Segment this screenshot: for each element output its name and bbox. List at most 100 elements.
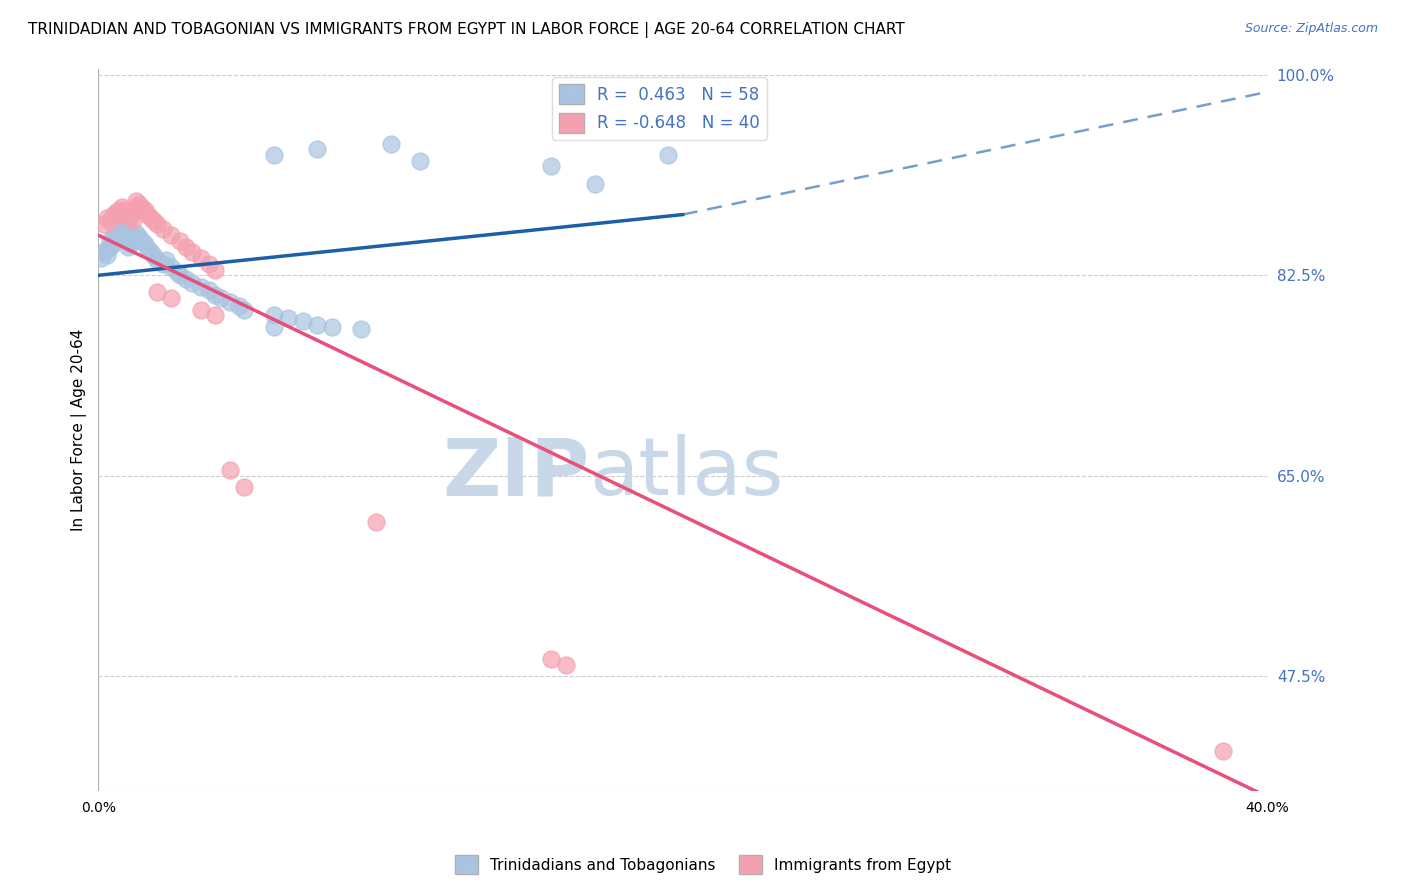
Point bbox=[307, 318, 329, 332]
Point bbox=[111, 227, 134, 241]
Point bbox=[111, 200, 134, 214]
Point bbox=[152, 222, 174, 236]
Point bbox=[180, 277, 202, 291]
Point bbox=[190, 251, 212, 265]
Point bbox=[134, 202, 156, 217]
Point bbox=[350, 322, 373, 336]
Point bbox=[101, 208, 124, 222]
Point bbox=[321, 319, 343, 334]
Point bbox=[128, 197, 150, 211]
Legend: R =  0.463   N = 58, R = -0.648   N = 40: R = 0.463 N = 58, R = -0.648 N = 40 bbox=[553, 78, 766, 140]
Point bbox=[136, 242, 159, 256]
Point bbox=[209, 291, 232, 305]
Point bbox=[160, 291, 183, 305]
Point bbox=[98, 214, 121, 228]
Point bbox=[155, 253, 177, 268]
Point bbox=[114, 225, 136, 239]
Point bbox=[180, 245, 202, 260]
Point bbox=[114, 219, 136, 233]
Point bbox=[380, 136, 402, 151]
Point bbox=[160, 228, 183, 243]
Point bbox=[98, 234, 121, 248]
Point bbox=[190, 279, 212, 293]
Point bbox=[98, 240, 121, 254]
Point bbox=[364, 515, 387, 529]
Point bbox=[190, 302, 212, 317]
Point bbox=[101, 237, 124, 252]
Point bbox=[291, 314, 314, 328]
Point bbox=[107, 208, 129, 222]
Point bbox=[101, 230, 124, 244]
Point bbox=[228, 299, 250, 313]
Point bbox=[198, 257, 221, 271]
Point bbox=[93, 217, 115, 231]
Point bbox=[134, 237, 156, 252]
Point bbox=[146, 285, 169, 300]
Point bbox=[307, 142, 329, 156]
Point bbox=[233, 302, 256, 317]
Point bbox=[152, 257, 174, 271]
Point bbox=[107, 230, 129, 244]
Point bbox=[104, 228, 127, 243]
Point bbox=[93, 245, 115, 260]
Point bbox=[131, 201, 153, 215]
Point bbox=[117, 234, 139, 248]
Point bbox=[104, 233, 127, 247]
Point bbox=[117, 206, 139, 220]
Text: TRINIDADIAN AND TOBAGONIAN VS IMMIGRANTS FROM EGYPT IN LABOR FORCE | AGE 20-64 C: TRINIDADIAN AND TOBAGONIAN VS IMMIGRANTS… bbox=[28, 22, 905, 38]
Point bbox=[104, 205, 127, 219]
Point bbox=[583, 177, 606, 191]
Point bbox=[107, 226, 129, 240]
Point bbox=[90, 251, 112, 265]
Point bbox=[263, 309, 285, 323]
Point bbox=[204, 287, 226, 301]
Point bbox=[146, 253, 169, 268]
Point bbox=[204, 262, 226, 277]
Point bbox=[160, 260, 183, 275]
Point bbox=[174, 271, 197, 285]
Point bbox=[169, 234, 191, 248]
Point bbox=[131, 234, 153, 248]
Point bbox=[166, 265, 188, 279]
Point bbox=[96, 211, 118, 225]
Point bbox=[146, 217, 169, 231]
Legend: Trinidadians and Tobagonians, Immigrants from Egypt: Trinidadians and Tobagonians, Immigrants… bbox=[449, 849, 957, 880]
Point bbox=[114, 202, 136, 217]
Point bbox=[540, 160, 562, 174]
Point bbox=[107, 202, 129, 217]
Point bbox=[1212, 744, 1234, 758]
Point bbox=[263, 148, 285, 162]
Point bbox=[128, 230, 150, 244]
Point bbox=[218, 294, 240, 309]
Point bbox=[122, 234, 145, 248]
Point bbox=[125, 200, 148, 214]
Point bbox=[117, 240, 139, 254]
Text: ZIP: ZIP bbox=[441, 434, 589, 512]
Point bbox=[169, 268, 191, 283]
Point bbox=[554, 657, 576, 672]
Point bbox=[409, 153, 432, 168]
Point bbox=[125, 194, 148, 208]
Point bbox=[174, 240, 197, 254]
Point bbox=[142, 249, 165, 263]
Point bbox=[122, 213, 145, 227]
Point bbox=[96, 242, 118, 256]
Point bbox=[540, 652, 562, 666]
Point bbox=[657, 148, 679, 162]
Text: Source: ZipAtlas.com: Source: ZipAtlas.com bbox=[1244, 22, 1378, 36]
Point bbox=[120, 210, 142, 224]
Point bbox=[277, 310, 299, 325]
Point bbox=[96, 248, 118, 262]
Point bbox=[263, 319, 285, 334]
Point bbox=[204, 309, 226, 323]
Point bbox=[198, 283, 221, 297]
Point bbox=[136, 208, 159, 222]
Point bbox=[122, 205, 145, 219]
Point bbox=[142, 214, 165, 228]
Point bbox=[218, 463, 240, 477]
Point bbox=[125, 226, 148, 240]
Point bbox=[122, 228, 145, 243]
Y-axis label: In Labor Force | Age 20-64: In Labor Force | Age 20-64 bbox=[72, 329, 87, 531]
Point bbox=[233, 480, 256, 494]
Point bbox=[111, 222, 134, 236]
